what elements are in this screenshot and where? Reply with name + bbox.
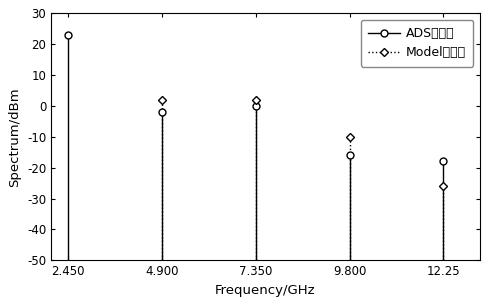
Legend: ADS仿真值, Model计算值: ADS仿真值, Model计算值	[361, 20, 473, 67]
X-axis label: Frequency/GHz: Frequency/GHz	[215, 284, 316, 297]
Y-axis label: Spectrum/dBm: Spectrum/dBm	[8, 87, 21, 187]
